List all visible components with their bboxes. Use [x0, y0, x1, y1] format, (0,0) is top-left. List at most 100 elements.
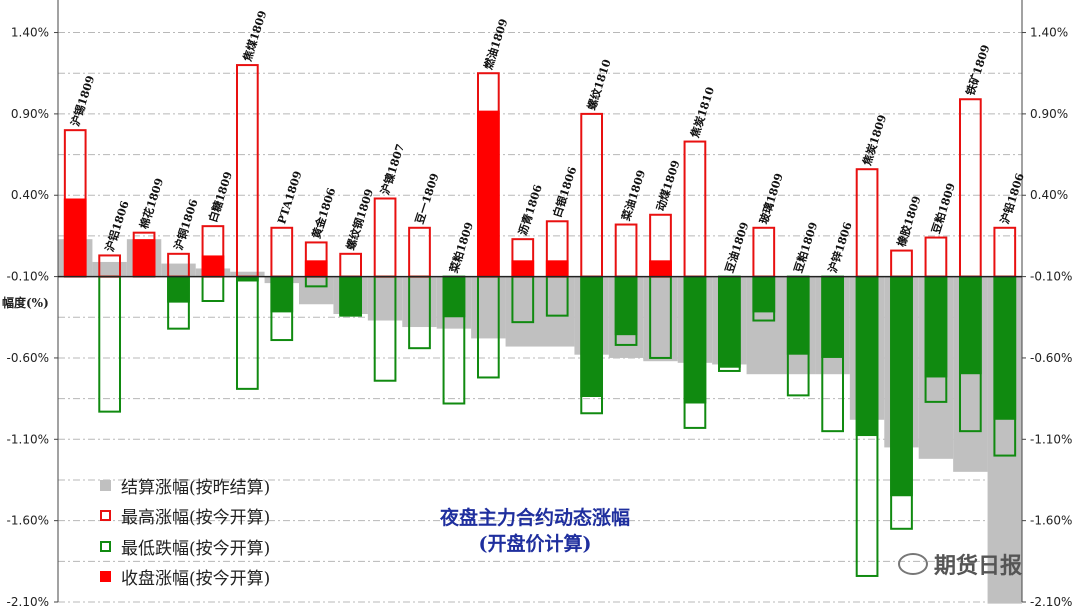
- legend-swatch-high: [100, 510, 111, 522]
- high-bar: [339, 252, 363, 278]
- category-label: PTA1809: [275, 169, 304, 225]
- close-bar: [580, 276, 604, 397]
- high-bar: [373, 197, 397, 278]
- category-label: 沪锌1806: [825, 220, 855, 275]
- close-bar: [890, 276, 913, 497]
- close-bar: [476, 110, 500, 277]
- close-bar: [717, 276, 741, 368]
- legend-label-low: 最低跌幅(按今开算): [121, 538, 271, 559]
- axes: 1.40% 1.40% 0.90% 0.90% 0.40% 0.40% -0.10% -0.1…: [7, 0, 1072, 609]
- high-bar: [683, 140, 707, 278]
- high-bar: [924, 236, 948, 278]
- right-tick-label: 0.90%: [1030, 107, 1068, 121]
- high-bar: [890, 249, 913, 278]
- close-bar: [752, 276, 776, 313]
- chart-title: 夜盘主力合约动态涨幅: [439, 507, 630, 529]
- low-bar: [98, 275, 122, 413]
- legend-label-close: 收盘涨幅(按今开算): [121, 569, 271, 590]
- legend-item-close: 收盘涨幅(按今开算): [100, 562, 270, 593]
- settle-bar: [505, 276, 540, 347]
- right-tick-label: 1.40%: [1030, 26, 1068, 40]
- watermark-text: 期货日报: [934, 554, 1023, 579]
- high-bars: [63, 64, 1017, 278]
- close-bar: [201, 255, 225, 277]
- close-bar: [270, 276, 294, 313]
- close-bar: [821, 276, 845, 358]
- category-label: 豆粕1809: [791, 220, 821, 274]
- close-bar: [993, 276, 1017, 420]
- close-bar: [545, 260, 569, 277]
- category-label: 棉花1809: [137, 176, 167, 230]
- left-tick-label: 0.40%: [11, 188, 49, 202]
- high-bar: [614, 223, 638, 278]
- left-tick-label: -0.10%: [7, 270, 49, 284]
- settle-bar: [299, 276, 334, 305]
- close-bar: [235, 276, 259, 282]
- close-bar: [339, 276, 363, 316]
- left-tick-label: -1.10%: [7, 432, 49, 446]
- close-bar: [855, 276, 879, 437]
- high-bar: [235, 64, 259, 278]
- right-tick-label: -0.60%: [1030, 351, 1072, 365]
- category-label: 橡胶1809: [894, 194, 924, 248]
- legend-item-low: 最低跌幅(按今开算): [100, 531, 270, 562]
- legend-swatch-settle: [100, 479, 111, 491]
- category-label: 铁矿1809: [963, 43, 993, 97]
- close-bar: [63, 198, 87, 277]
- category-label: 沥青1806: [515, 182, 545, 237]
- legend-swatch-close: [100, 571, 111, 583]
- settle-bar: [92, 261, 127, 277]
- high-bar: [270, 226, 294, 278]
- category-label: 焦炭1810: [687, 85, 717, 141]
- left-tick-label: -2.10%: [7, 595, 49, 609]
- category-label: 豆一1809: [413, 172, 442, 226]
- close-bar: [442, 276, 466, 318]
- category-label: 沪锡1809: [68, 74, 98, 128]
- watermark: 期货日报: [898, 548, 1022, 580]
- close-bars: [63, 110, 1017, 497]
- close-bar: [683, 276, 707, 404]
- close-bar: [167, 276, 190, 303]
- settle-bar: [367, 276, 403, 321]
- left-tick-label: 0.90%: [11, 107, 49, 121]
- close-bar: [958, 276, 982, 375]
- close-bar: [511, 260, 535, 277]
- settle-bar: [230, 271, 265, 277]
- category-label: 螺纹1810: [584, 57, 614, 112]
- legend-label-high: 最高涨幅(按今开算): [121, 508, 271, 529]
- high-bar: [408, 226, 431, 278]
- wechat-logo-icon: [898, 553, 928, 575]
- legend: 结算涨幅(按昨结算) 最高涨幅(按今开算) 最低跌幅(按今开算) 收盘涨幅(按今…: [100, 470, 270, 592]
- close-bar: [649, 260, 672, 277]
- right-tick-label: -1.60%: [1030, 514, 1072, 528]
- category-label: 菜粕1809: [446, 220, 476, 275]
- left-tick-label: -0.60%: [7, 351, 49, 365]
- category-label: 菜油1809: [618, 168, 648, 223]
- settle-bar: [540, 276, 575, 347]
- close-bar: [304, 260, 328, 277]
- category-label: 黄金1806: [309, 186, 339, 241]
- close-bar: [614, 276, 638, 336]
- low-bar: [201, 275, 225, 303]
- category-label: 焦炭1809: [859, 113, 889, 168]
- left-tick-label: 1.40%: [11, 26, 49, 40]
- settle-bar: [643, 276, 678, 362]
- category-label: 白糖1809: [205, 170, 235, 224]
- right-tick-label: -0.10%: [1030, 270, 1072, 284]
- category-label: 沪镍1807: [378, 142, 408, 196]
- category-label: 焦煤1809: [240, 9, 270, 64]
- high-bar: [993, 226, 1017, 278]
- high-bar: [752, 226, 776, 278]
- right-tick-label: -2.10%: [1030, 595, 1072, 609]
- close-bar: [132, 239, 156, 277]
- category-label: 沪铜1806: [171, 197, 201, 252]
- category-label: 玻璃1809: [756, 171, 786, 225]
- settle-bar: [402, 276, 437, 328]
- left-tick-label: -1.60%: [7, 514, 49, 528]
- settle-bar: [471, 276, 506, 339]
- chart-subtitle: (开盘价计算): [478, 533, 592, 555]
- legend-label-settle: 结算涨幅(按昨结算): [121, 477, 271, 498]
- category-label: 沪铅1806: [997, 171, 1027, 226]
- close-bar: [786, 276, 810, 355]
